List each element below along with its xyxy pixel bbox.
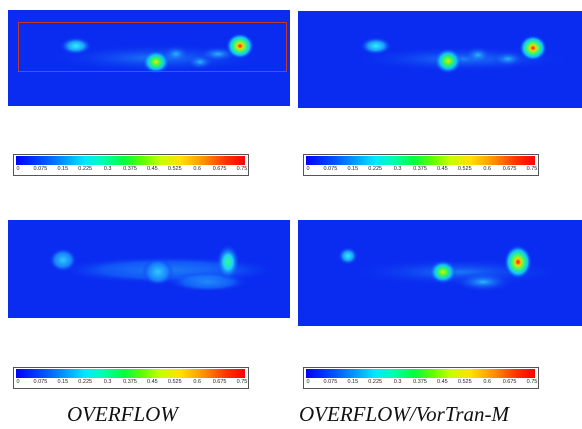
colorbar-tick-label: 0.075 — [323, 166, 338, 172]
colorbar-tick-label: 0.75 — [236, 379, 248, 385]
colorbar-tick-label: 0.375 — [123, 379, 137, 385]
colorbar-tick-label: 0.6 — [483, 379, 492, 385]
colorbar-tick-label: 0.75 — [236, 166, 248, 172]
colorbar-tick-label: 0 — [16, 166, 20, 172]
colorbar-tick-label: 0.75 — [526, 166, 538, 172]
colorbar-tick-label: 0.3 — [103, 379, 112, 385]
colorbar-tick-label: 0 — [16, 379, 20, 385]
colorbar-tick-label: 0.15 — [347, 379, 359, 385]
colorbar-top-left: 0 0.075 0.15 0.225 0.3 0.375 0.45 0.525 0.6 0.675… — [13, 154, 249, 176]
colorbar-tick-label: 0.6 — [193, 166, 202, 172]
colorbar-tick-label: 0.375 — [413, 166, 427, 172]
colorbar-tick-label: 0.675 — [212, 379, 227, 385]
colorbar-tick-label: 0.375 — [123, 166, 137, 172]
highlight-box — [18, 22, 287, 72]
plot-top-left — [8, 10, 290, 106]
colorbar-tick-label: 0.225 — [78, 379, 93, 385]
colorbar-tick-label: 0.15 — [57, 166, 69, 172]
colorbar-gradient — [16, 369, 245, 378]
colorbar-tick-label: 0 — [306, 166, 310, 172]
plot-bottom-right — [298, 220, 582, 326]
colorbar-tick-label: 0.3 — [393, 166, 402, 172]
plot-top-right — [298, 11, 582, 108]
colorbar-tick-label: 0.375 — [413, 379, 427, 385]
plot-bottom-left — [8, 220, 290, 318]
colorbar-tick-label: 0.075 — [33, 166, 48, 172]
colorbar-tick-label: 0.3 — [103, 166, 112, 172]
colorbar-tick-label: 0.225 — [78, 166, 93, 172]
colorbar-tick-label: 0.525 — [167, 166, 182, 172]
colorbar-tick-label: 0.525 — [457, 379, 472, 385]
colorbar-top-right: 0 0.075 0.15 0.225 0.3 0.375 0.45 0.525 0.6 0.675… — [303, 154, 539, 176]
colorbar-tick-label: 0.3 — [393, 379, 402, 385]
colorbar-gradient — [306, 369, 535, 378]
colorbar-tick-label: 0.225 — [368, 166, 383, 172]
colorbar-tick-label: 0.675 — [502, 166, 517, 172]
colorbar-gradient — [306, 156, 535, 165]
colorbar-tick-label: 0.15 — [57, 379, 69, 385]
colorbar-tick-label: 0.15 — [347, 166, 359, 172]
caption-right: OVERFLOW/VorTran-M — [299, 402, 509, 426]
colorbar-gradient — [16, 156, 245, 165]
colorbar-tick-label: 0.45 — [147, 166, 158, 172]
colorbar-tick-label: 0.6 — [483, 166, 492, 172]
colorbar-tick-label: 0.525 — [167, 379, 182, 385]
colorbar-tick-label: 0.45 — [147, 379, 158, 385]
colorbar-tick-label: 0.675 — [502, 379, 517, 385]
colorbar-tick-label: 0.075 — [323, 379, 338, 385]
colorbar-tick-label: 0.225 — [368, 379, 383, 385]
colorbar-tick-label: 0.75 — [526, 379, 538, 385]
colorbar-tick-label: 0.075 — [33, 379, 48, 385]
colorbar-tick-label: 0.45 — [437, 166, 448, 172]
colorbar-tick-label: 0.525 — [457, 166, 472, 172]
colorbar-bottom-right: 0 0.075 0.15 0.225 0.3 0.375 0.45 0.525 0.6 0.675… — [303, 367, 539, 389]
caption-left: OVERFLOW — [67, 402, 178, 426]
colorbar-tick-label: 0.675 — [212, 166, 227, 172]
colorbar-tick-label: 0.45 — [437, 379, 448, 385]
colorbar-tick-label: 0 — [306, 379, 310, 385]
colorbar-tick-label: 0.6 — [193, 379, 202, 385]
colorbar-bottom-left: 0 0.075 0.15 0.225 0.3 0.375 0.45 0.525 0.6 0.675… — [13, 367, 249, 389]
